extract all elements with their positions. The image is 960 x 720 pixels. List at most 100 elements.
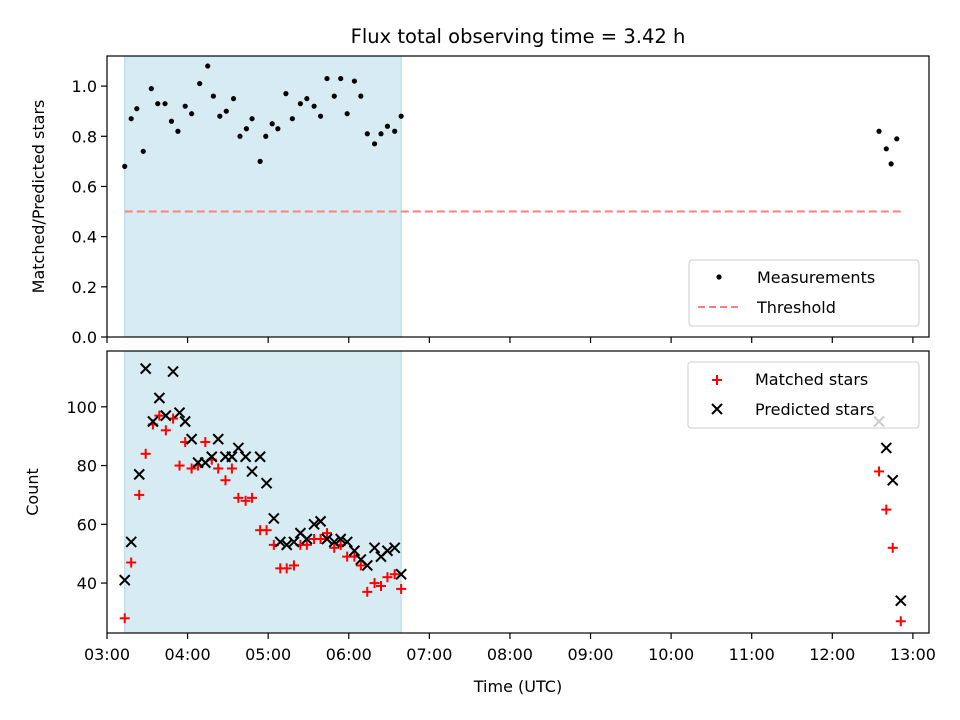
legend-predicted-marker bbox=[711, 403, 723, 415]
predicted-point bbox=[328, 536, 340, 548]
predicted-point bbox=[281, 539, 293, 551]
x-b bbox=[206, 451, 218, 463]
y-tick-label: 0.8 bbox=[72, 127, 97, 146]
predicted-point bbox=[125, 536, 137, 548]
matched-point bbox=[895, 616, 906, 627]
x-tick-label: 13:00 bbox=[890, 645, 936, 664]
matched-point bbox=[247, 492, 258, 503]
x-b bbox=[160, 409, 172, 422]
legend-measurements-label: Measurements bbox=[757, 268, 875, 287]
shaded-span bbox=[124, 55, 402, 338]
measurement-point bbox=[358, 93, 364, 99]
x-b bbox=[880, 442, 892, 454]
matched-point bbox=[174, 460, 185, 471]
x-b bbox=[212, 433, 224, 445]
matched-point bbox=[186, 463, 197, 474]
ratio-panel-frame bbox=[106, 55, 930, 338]
predicted-point bbox=[395, 568, 407, 580]
x-b bbox=[173, 406, 186, 419]
predicted-point bbox=[361, 559, 374, 572]
matched-point bbox=[329, 542, 340, 553]
measurement-point bbox=[304, 96, 310, 102]
measurement-point bbox=[128, 116, 134, 122]
matched-point bbox=[389, 569, 400, 580]
predicted-point bbox=[381, 545, 394, 557]
matched-point bbox=[362, 586, 373, 597]
ratio-y-ticks: 0.0 0.2 0.4 0.6 0.8 1.0 bbox=[72, 77, 107, 347]
y-tick-label: 0.2 bbox=[72, 278, 97, 297]
legend-predicted-label: Predicted stars bbox=[755, 400, 875, 419]
predicted-point bbox=[160, 409, 172, 422]
measurement-point bbox=[883, 146, 889, 152]
measurement-point bbox=[210, 93, 216, 99]
ratio-x-ticks bbox=[106, 337, 914, 343]
x-b bbox=[125, 536, 137, 548]
x-b bbox=[288, 536, 300, 548]
measurement-point bbox=[155, 101, 161, 107]
chart-title: Flux total observing time = 3.42 h bbox=[351, 25, 686, 48]
x-b bbox=[388, 542, 401, 554]
x-tick-label: 12:00 bbox=[809, 645, 855, 664]
measurement-point bbox=[324, 75, 330, 82]
measurement-point bbox=[205, 63, 211, 69]
x-b bbox=[281, 539, 293, 551]
matched-point bbox=[315, 534, 326, 544]
matched-point bbox=[160, 425, 171, 436]
time-x-axis-label: Time (UTC) bbox=[473, 677, 562, 696]
predicted-point bbox=[334, 533, 347, 545]
ratio-panel: 0.0 0.2 0.4 0.6 0.8 1.0 Matched/Predicted sta… bbox=[29, 55, 930, 347]
predicted-point bbox=[133, 468, 145, 481]
x-tick-label: 06:00 bbox=[326, 645, 372, 664]
predicted-point bbox=[167, 365, 179, 378]
x-b bbox=[308, 518, 320, 531]
matched-point bbox=[213, 463, 224, 474]
measurement-point bbox=[311, 103, 317, 109]
predicted-point bbox=[232, 442, 245, 454]
predicted-point bbox=[301, 533, 313, 545]
x-b bbox=[381, 545, 394, 557]
measurement-point bbox=[364, 131, 370, 137]
count-panel-frame bbox=[106, 350, 930, 634]
measurement-point bbox=[331, 93, 337, 99]
predicted-point bbox=[185, 433, 198, 445]
x-b bbox=[301, 533, 313, 545]
measurement-point bbox=[134, 106, 140, 112]
observing-window-shade bbox=[124, 350, 402, 634]
measurement-point bbox=[217, 113, 223, 119]
predicted-point bbox=[139, 362, 152, 375]
measurement-point bbox=[148, 86, 154, 92]
predicted-point bbox=[321, 533, 333, 545]
measurement-point bbox=[122, 163, 128, 169]
matched-point bbox=[261, 525, 272, 536]
x-b bbox=[260, 477, 273, 489]
measurement-point bbox=[289, 116, 295, 122]
x-b bbox=[179, 415, 191, 428]
predicted-point bbox=[341, 536, 353, 548]
predicted-point bbox=[895, 594, 907, 607]
x-tick-label: 03:00 bbox=[84, 645, 130, 664]
predicted-point bbox=[288, 536, 300, 548]
matched-point bbox=[301, 539, 312, 550]
predicted-point bbox=[206, 451, 218, 463]
measurement-point bbox=[140, 148, 146, 154]
x-b bbox=[119, 574, 131, 586]
measurement-point bbox=[876, 128, 882, 134]
measurement-point bbox=[269, 121, 275, 127]
measurement-point bbox=[243, 126, 250, 132]
y-tick-label: 0.6 bbox=[72, 177, 97, 196]
predicted-point bbox=[368, 542, 381, 554]
ratio-legend-box bbox=[688, 259, 920, 327]
measurement-point bbox=[223, 108, 229, 114]
x-b bbox=[254, 451, 266, 463]
matched-point bbox=[322, 528, 333, 539]
predicted-point bbox=[179, 415, 191, 428]
x-b bbox=[153, 392, 166, 404]
legend-measurements-marker bbox=[716, 274, 722, 280]
measurement-point bbox=[351, 78, 358, 84]
predicted-point bbox=[173, 406, 186, 419]
y-tick-label: 80 bbox=[77, 457, 97, 476]
x-b bbox=[139, 362, 152, 375]
y-tick-label: 0.4 bbox=[72, 228, 97, 247]
measurement-point bbox=[275, 126, 281, 132]
matched-point bbox=[140, 448, 151, 459]
